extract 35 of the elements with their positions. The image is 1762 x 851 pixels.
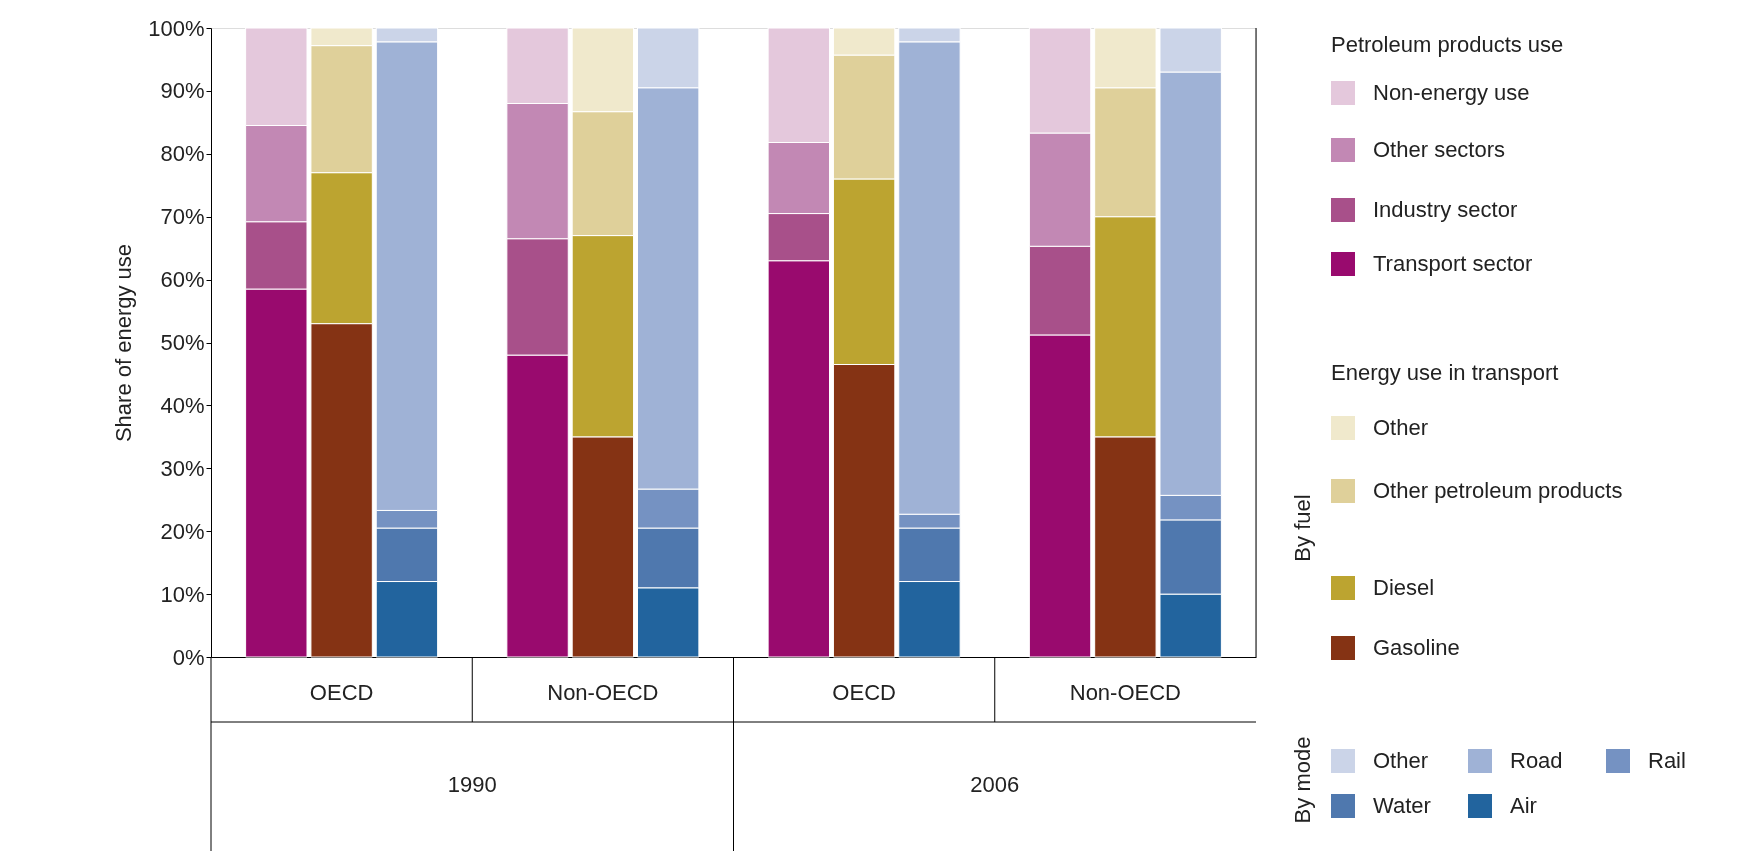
- text: Energy use in transport: [1331, 360, 1559, 385]
- y-tick-label: 20%: [160, 518, 205, 544]
- text: 1990: [447, 772, 497, 797]
- legend-label: Other: [1373, 748, 1429, 773]
- y-tick-label: 90%: [160, 78, 205, 104]
- legend-label: Gasoline: [1373, 635, 1460, 660]
- legend-label: Transport sector: [1373, 251, 1533, 276]
- legend-label: Other petroleum products: [1373, 478, 1623, 503]
- y-tick-label: 80%: [160, 141, 205, 167]
- text: By mode: [1290, 736, 1315, 824]
- text: 2006: [970, 772, 1020, 797]
- y-tick-label: 100%: [148, 15, 205, 41]
- legend-label: Other sectors: [1373, 137, 1506, 162]
- y-tick-label: 0%: [172, 644, 205, 670]
- legend-label: Industry sector: [1373, 197, 1518, 222]
- legend-label: Non-energy use: [1373, 80, 1530, 105]
- legend-label: Diesel: [1373, 575, 1435, 600]
- text: Petroleum products use: [1331, 32, 1564, 57]
- y-tick-label: 40%: [160, 392, 205, 418]
- y-axis-title: Share of energy use: [111, 243, 137, 443]
- legend-label: Road: [1510, 748, 1563, 773]
- text: OECD: [832, 680, 896, 705]
- y-tick-label: 30%: [160, 455, 205, 481]
- text: Non-OECD: [547, 680, 659, 705]
- y-tick-label: 10%: [160, 581, 205, 607]
- y-tick-label: 70%: [160, 204, 205, 230]
- text: Non-OECD: [1069, 680, 1181, 705]
- text: By fuel: [1290, 494, 1315, 562]
- legend-label: Other: [1373, 415, 1429, 440]
- legend-label: Air: [1510, 793, 1537, 818]
- y-tick-label: 60%: [160, 267, 205, 293]
- legend-label: Water: [1373, 793, 1431, 818]
- text: OECD: [309, 680, 374, 705]
- y-tick-label: 50%: [160, 330, 205, 355]
- legend-label: Rail: [1648, 748, 1686, 773]
